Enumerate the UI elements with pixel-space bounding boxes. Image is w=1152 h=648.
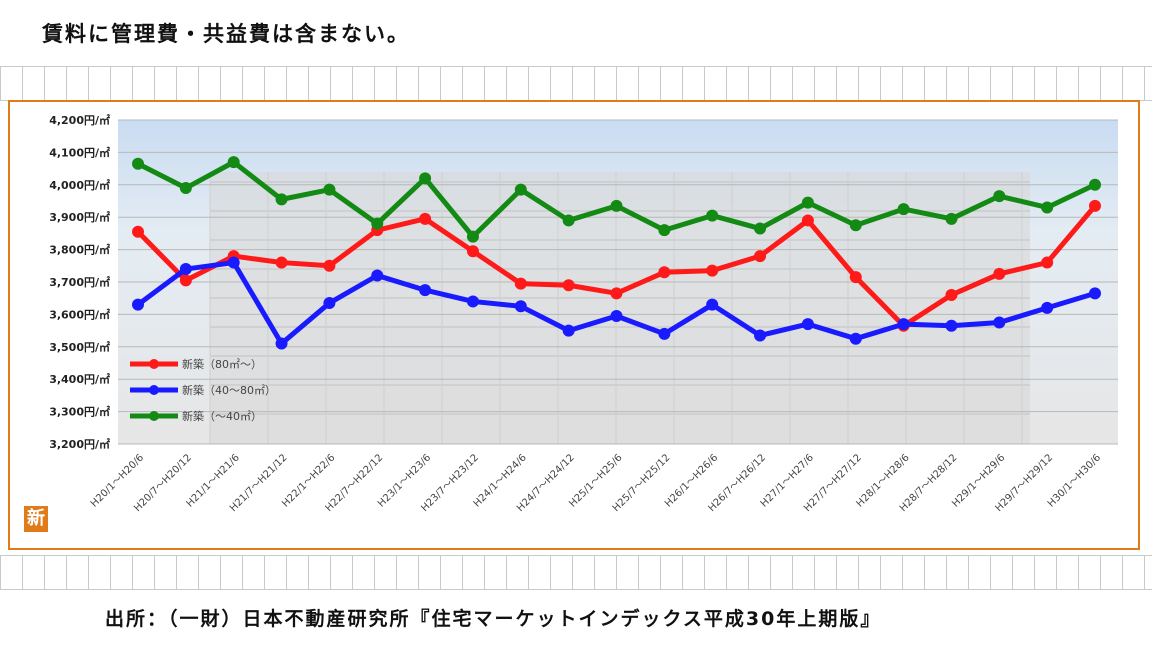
data-point bbox=[658, 266, 671, 279]
data-point bbox=[897, 318, 910, 331]
data-point bbox=[562, 279, 575, 292]
data-point bbox=[945, 319, 958, 332]
legend-swatch-marker bbox=[149, 411, 159, 421]
data-point bbox=[227, 256, 240, 269]
data-point bbox=[1089, 199, 1101, 212]
x-axis-ticks: H20/1～H20/6H20/7～H20/12H21/1～H21/6H21/7～… bbox=[89, 452, 1103, 514]
rent-chart: 3,200円/㎡ 3,300円/㎡ 3,400円/㎡ 3,500円/㎡ 3,600円/㎡… bbox=[49, 113, 1118, 514]
data-point bbox=[562, 324, 575, 337]
data-point bbox=[323, 183, 336, 196]
data-point bbox=[754, 329, 767, 342]
data-point bbox=[897, 203, 910, 216]
data-point bbox=[227, 156, 240, 169]
data-point bbox=[993, 316, 1006, 329]
data-point bbox=[849, 332, 862, 345]
y-tick-label: 3,300円/㎡ bbox=[49, 405, 110, 419]
data-point bbox=[706, 209, 719, 222]
data-point bbox=[466, 230, 479, 243]
data-point bbox=[1041, 201, 1054, 214]
y-tick-label: 3,500円/㎡ bbox=[49, 340, 110, 354]
data-point bbox=[1089, 178, 1101, 191]
data-point bbox=[754, 222, 767, 235]
data-point bbox=[801, 196, 814, 209]
data-point bbox=[323, 297, 336, 310]
data-point bbox=[514, 183, 527, 196]
source-note: 出所：（一財）日本不動産研究所『住宅マーケットインデックス平成30年上期版』 bbox=[105, 608, 882, 630]
grid-strip-top bbox=[0, 66, 1152, 101]
data-point bbox=[179, 263, 192, 276]
data-point bbox=[610, 199, 623, 212]
data-point bbox=[132, 225, 144, 238]
data-point bbox=[610, 310, 623, 323]
data-point bbox=[754, 250, 767, 263]
data-point bbox=[562, 214, 575, 227]
grid-strip-bottom bbox=[0, 555, 1152, 590]
rent-note: 賃料に管理費・共益費は含まない。 bbox=[42, 22, 410, 46]
data-point bbox=[658, 327, 671, 340]
y-tick-label: 3,800円/㎡ bbox=[49, 243, 110, 257]
y-tick-label: 4,000円/㎡ bbox=[49, 178, 110, 192]
y-tick-label: 3,400円/㎡ bbox=[49, 372, 110, 386]
y-tick-label: 3,600円/㎡ bbox=[49, 307, 110, 321]
data-point bbox=[706, 298, 719, 311]
legend-label: 新築（40～80㎡） bbox=[182, 383, 276, 397]
data-point bbox=[371, 269, 384, 282]
data-point bbox=[1041, 301, 1054, 314]
data-point bbox=[466, 245, 479, 258]
y-tick-label: 3,200円/㎡ bbox=[49, 437, 110, 451]
data-point bbox=[514, 300, 527, 313]
legend-label: 新築（～40㎡） bbox=[182, 409, 262, 423]
legend: 新築（80㎡～） 新築（40～80㎡） 新築（～40㎡） bbox=[130, 357, 276, 423]
data-point bbox=[371, 217, 384, 230]
chart-frame: 3,200円/㎡ 3,300円/㎡ 3,400円/㎡ 3,500円/㎡ 3,600円/㎡… bbox=[8, 100, 1140, 550]
y-tick-label: 4,200円/㎡ bbox=[49, 113, 110, 127]
data-point bbox=[323, 259, 336, 272]
y-axis-ticks: 3,200円/㎡ 3,300円/㎡ 3,400円/㎡ 3,500円/㎡ 3,600円/㎡… bbox=[49, 113, 110, 451]
data-point bbox=[801, 214, 814, 227]
data-point bbox=[275, 256, 288, 269]
data-point bbox=[849, 219, 862, 232]
data-point bbox=[419, 212, 432, 225]
data-point bbox=[945, 212, 958, 225]
data-point bbox=[419, 284, 432, 297]
data-point bbox=[610, 287, 623, 300]
data-point bbox=[179, 182, 192, 195]
x-tick-label: H30/1～H30/6 bbox=[1046, 452, 1103, 509]
data-point bbox=[658, 224, 671, 237]
legend-label: 新築（80㎡～） bbox=[182, 357, 262, 371]
data-point bbox=[419, 172, 432, 185]
data-point bbox=[993, 267, 1006, 280]
data-point bbox=[849, 271, 862, 284]
y-tick-label: 3,700円/㎡ bbox=[49, 275, 110, 289]
series-group bbox=[132, 156, 1101, 350]
data-point bbox=[993, 190, 1006, 203]
legend-swatch-marker bbox=[149, 359, 159, 369]
data-point bbox=[1089, 287, 1101, 300]
y-tick-label: 4,100円/㎡ bbox=[49, 145, 110, 159]
new-build-badge: 新 bbox=[24, 506, 48, 532]
data-point bbox=[945, 288, 958, 301]
data-point bbox=[466, 295, 479, 308]
data-point bbox=[706, 264, 719, 277]
data-point bbox=[801, 318, 814, 331]
data-point bbox=[132, 157, 144, 170]
legend-swatch-marker bbox=[149, 385, 159, 395]
data-point bbox=[179, 274, 192, 287]
data-point bbox=[132, 298, 144, 311]
data-point bbox=[275, 337, 288, 350]
data-point bbox=[275, 193, 288, 206]
y-tick-label: 3,900円/㎡ bbox=[49, 210, 110, 224]
data-point bbox=[1041, 256, 1054, 269]
data-point bbox=[514, 277, 527, 290]
